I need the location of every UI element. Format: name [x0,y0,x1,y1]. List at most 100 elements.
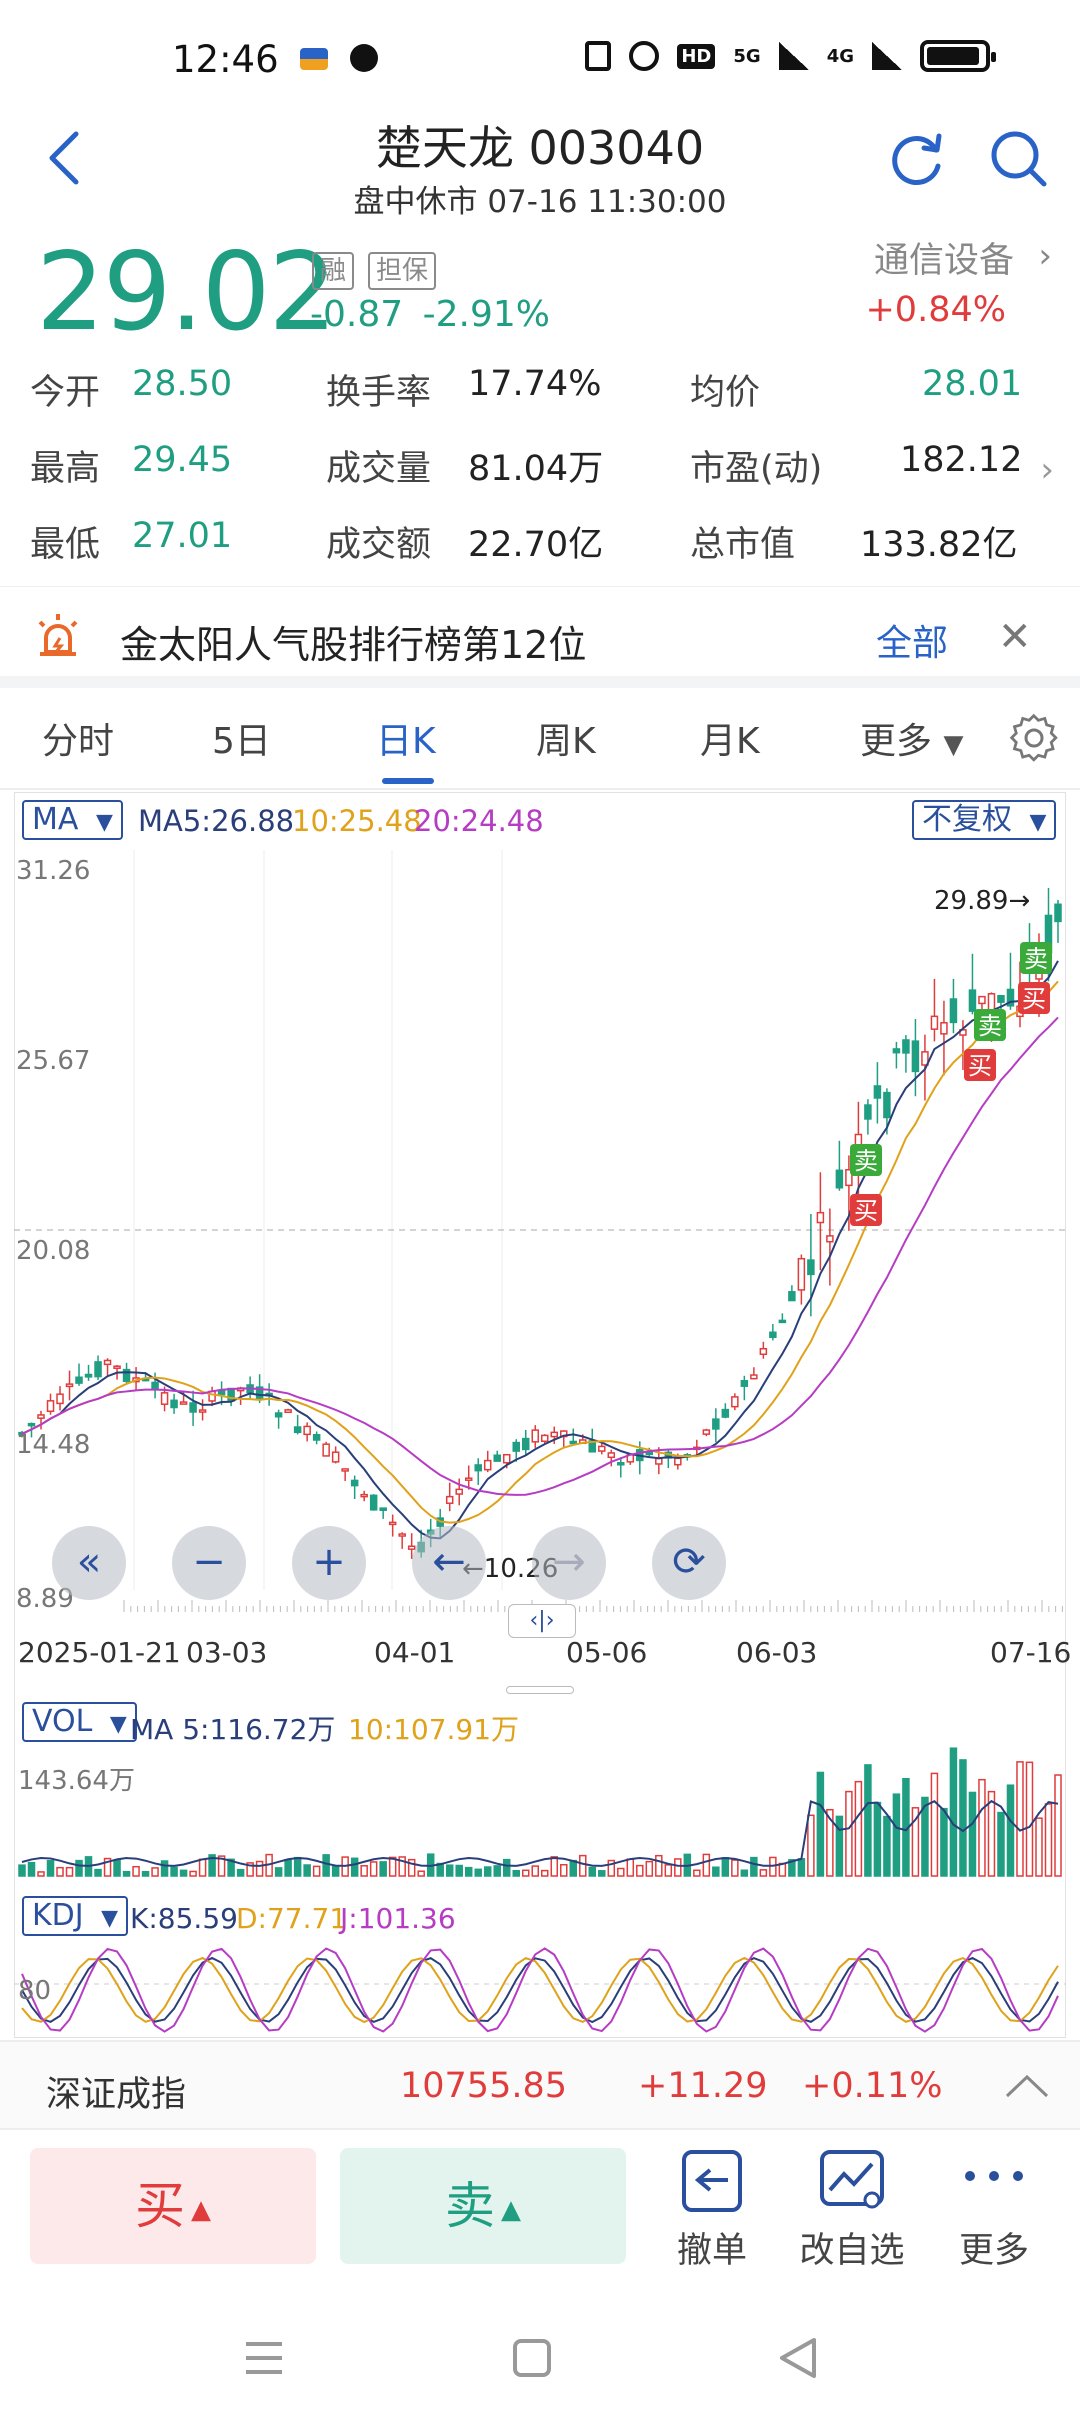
tab-intraday[interactable]: 分时 [42,721,115,762]
volume-bar [816,1771,825,1877]
home-icon[interactable] [512,2338,552,2378]
refresh-icon[interactable] [886,128,946,192]
edit-watchlist-label[interactable]: 改自选 [799,2231,905,2271]
volume-bar [930,1772,939,1877]
range-handle[interactable]: ‹|› [508,1604,576,1638]
scroll-left-button[interactable]: ← [412,1526,486,1600]
index-name: 深证成指 [46,2075,187,2115]
volume-bar [417,1870,425,1877]
price-change: -0.87 -2.91% [310,294,550,335]
zoom-out-button[interactable]: − [172,1526,246,1600]
volume-bar [103,1857,112,1877]
tab-weekly-k[interactable]: 周K [536,721,596,762]
turnover-value: 17.74% [468,364,602,404]
volume-bar [731,1859,739,1877]
high-value: 29.45 [132,440,233,480]
volume-bar [493,1865,501,1877]
chart-tabs [0,696,1080,790]
guarantee-tag[interactable]: 担保 [368,252,437,290]
margin-tag[interactable]: 融 [312,252,355,290]
low-label: 最低 [30,525,101,565]
sector-name[interactable]: 通信设备 [873,241,1014,281]
tab-more[interactable]: 更多 ▼ [860,712,963,764]
caret-down-icon: ▼ [95,810,113,835]
chevron-right-icon[interactable]: › [1038,236,1052,276]
candle-body [807,1259,815,1276]
alarm-bell-icon [38,614,78,656]
signal-badge [974,1009,1006,1041]
cancel-order-icon[interactable] [632,2146,792,2216]
back-nav-icon[interactable] [778,2336,818,2380]
candle-body [1006,988,1015,1007]
buy-label: 买 [135,2177,185,2235]
signal-badge-label: 买 [1022,985,1046,1013]
candle-body [122,1368,131,1383]
candle-body [816,1211,825,1224]
gear-icon[interactable] [1008,712,1060,764]
back-icon[interactable] [44,128,84,188]
more-dots-icon[interactable] [914,2146,1074,2216]
buy-button[interactable]: 买 ▲ [30,2148,316,2264]
banner-text[interactable]: 金太阳人气股排行榜第12位 [120,623,587,667]
amount-value: 22.70亿 [468,525,604,565]
volume-selector[interactable]: VOL ▼ [22,1702,137,1742]
volume-plot[interactable] [14,1746,1066,1886]
popularity-banner[interactable] [0,586,1080,688]
scroll-left-fast-button[interactable]: « [52,1526,126,1600]
avg-value: 28.01 [922,364,1023,404]
volume-bar [541,1869,549,1877]
zoom-in-button[interactable]: + [292,1526,366,1600]
volume-bar [636,1864,644,1877]
tab-daily-k[interactable]: 日K [376,721,436,762]
kdj-plot[interactable] [14,1944,1066,2038]
search-icon[interactable] [988,128,1050,190]
candle-body [826,1235,834,1243]
app-icon [350,44,378,72]
candle-body [550,1431,559,1438]
volume-bar [483,1866,492,1877]
candle-body [541,1434,549,1442]
adjust-selector[interactable]: 不复权 ▼ [912,800,1057,840]
menu-icon[interactable] [244,2340,284,2376]
candle-body [569,1440,578,1445]
kline-chart-frame[interactable] [14,792,1066,2038]
candle-body [350,1479,359,1487]
panel-divider-handle[interactable] [506,1686,574,1694]
tab-monthly-k[interactable]: 月K [700,721,760,762]
volume-bar [664,1864,673,1877]
candle-body [645,1451,654,1456]
volume-bar [569,1859,578,1877]
scroll-right-button[interactable]: → [532,1526,606,1600]
signal-badge [850,1194,882,1226]
kdj-selector[interactable]: KDJ ▼ [22,1896,129,1936]
signal-badge [964,1049,996,1081]
signal-badge-label: 卖 [978,1012,1002,1040]
sell-button[interactable]: 卖 ▲ [340,2148,626,2264]
volume-label: 成交量 [326,449,432,489]
close-icon[interactable]: ✕ [998,614,1032,660]
candle-body [911,1040,920,1073]
volume-bar [883,1815,891,1877]
rotate-screen-button[interactable]: ⟳ [652,1526,726,1600]
signal-bars-icon [778,42,809,70]
chevron-up-icon[interactable] [1004,2072,1050,2100]
more-label[interactable]: 更多 [958,2231,1029,2271]
caret-down-icon: ▼ [109,1712,127,1737]
candle-body [208,1390,216,1402]
chevron-right-icon[interactable]: › [1040,450,1054,490]
indicator-selector[interactable]: MA ▼ [22,800,123,840]
candle-body [284,1409,292,1414]
tab-5day[interactable]: 5日 [212,721,271,762]
edit-watchlist-icon[interactable] [772,2146,932,2216]
volume-bar [227,1858,235,1877]
candle-body [835,1169,844,1189]
banner-all-link[interactable]: 全部 [876,623,949,664]
signal-bars-2-icon [872,42,902,70]
volume-bar [978,1778,986,1877]
cancel-order-label[interactable]: 撤单 [676,2231,747,2271]
volume-bar [531,1865,539,1877]
volume-bar [835,1815,844,1877]
index-ticker-bar[interactable] [0,2040,1080,2130]
candle-body [369,1494,378,1511]
